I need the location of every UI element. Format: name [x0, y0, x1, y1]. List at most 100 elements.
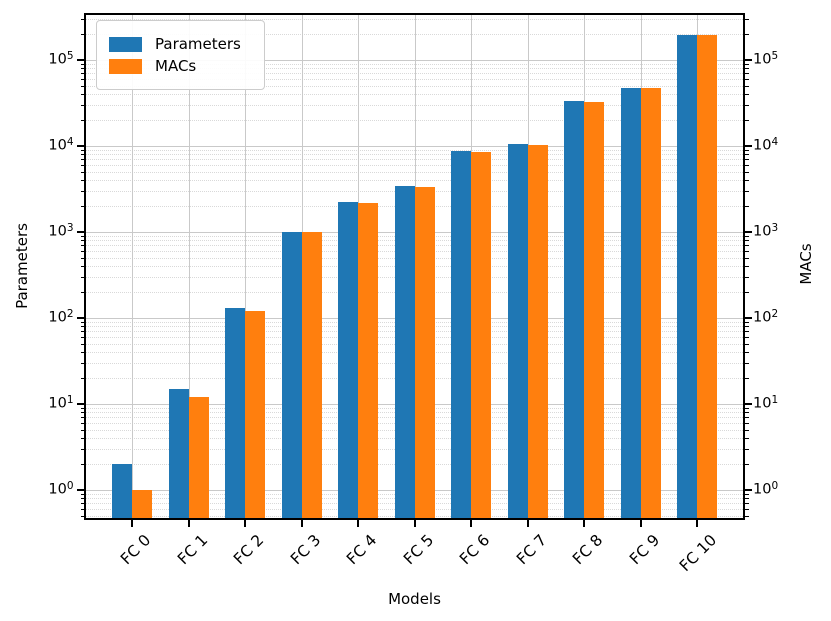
y-tick-exponent: 2 [771, 308, 779, 321]
y-tick-exponent: 5 [66, 49, 74, 62]
y-major-tick-right [745, 144, 752, 147]
y-tick-base: 10 [48, 481, 67, 498]
x-tick-label-1: FC 1 [174, 531, 212, 569]
y-minor-tick-left [80, 257, 84, 259]
y-tick-label-left-3: 103 [26, 221, 74, 242]
legend-swatch-macs [109, 58, 142, 74]
y-minor-tick-right [745, 164, 749, 166]
bar-macs-2 [245, 311, 265, 518]
bar-macs-7 [527, 144, 548, 518]
y-major-tick-right [745, 489, 752, 492]
y-minor-tick-left [80, 378, 84, 380]
y-minor-tick-right [745, 331, 749, 333]
y-minor-tick-right [745, 449, 749, 451]
y-minor-tick-left [80, 494, 84, 496]
y-minor-tick-right [745, 408, 749, 410]
bar-parameters-5 [394, 186, 415, 518]
bar-parameters-10 [677, 34, 697, 518]
x-major-tick [131, 520, 133, 527]
y-minor-tick-left [80, 417, 84, 419]
y-minor-tick-left [80, 408, 84, 410]
y-minor-tick-left [80, 85, 84, 87]
x-major-tick [526, 520, 529, 527]
y-minor-tick-left [80, 516, 84, 518]
y-minor-tick-right [745, 378, 749, 380]
bar-macs-9 [640, 88, 661, 518]
y-minor-tick-right [745, 180, 749, 182]
x-major-tick [696, 520, 698, 527]
y-minor-tick-left [80, 206, 84, 208]
y-tick-label-left-0: 100 [26, 479, 74, 500]
x-tick-label-4: FC 4 [343, 531, 381, 569]
y-minor-tick-left [80, 119, 84, 121]
y-minor-tick-left [80, 503, 84, 505]
y-major-tick-right [745, 317, 752, 320]
y-minor-tick-right [745, 498, 749, 500]
bar-parameters-1 [168, 388, 189, 518]
y-major-tick-left [77, 58, 84, 61]
y-minor-tick-right [745, 423, 749, 425]
x-major-tick [583, 520, 585, 527]
x-tick-label-2: FC 2 [230, 531, 268, 569]
y-tick-label-right-4: 104 [753, 135, 813, 156]
y-minor-tick-left [80, 498, 84, 500]
y-minor-tick-right [745, 159, 749, 161]
y-major-tick-left [77, 317, 84, 320]
bar-macs-10 [697, 35, 717, 518]
y-minor-tick-right [745, 412, 749, 414]
x-major-tick [244, 520, 246, 527]
y-minor-tick-left [80, 423, 84, 425]
y-minor-tick-right [745, 257, 749, 259]
y-minor-tick-left [80, 352, 84, 354]
y-tick-base: 10 [48, 309, 67, 326]
y-minor-tick-right [745, 464, 749, 466]
y-minor-tick-right [745, 73, 749, 75]
y-minor-tick-right [745, 245, 749, 247]
y-tick-label-left-5: 105 [26, 49, 74, 70]
y-tick-label-left-1: 101 [26, 393, 74, 414]
x-tick-label-3: FC 3 [287, 531, 325, 569]
x-tick-label-9: FC 9 [626, 531, 664, 569]
y-major-tick-left [77, 489, 84, 492]
y-tick-exponent: 0 [771, 480, 779, 493]
y-minor-tick-right [745, 429, 749, 431]
y-minor-tick-left [80, 449, 84, 451]
y-major-tick-right [745, 403, 752, 406]
y-minor-tick-right [745, 33, 749, 35]
y-minor-tick-left [80, 412, 84, 414]
y-minor-tick-left [80, 171, 84, 173]
y-minor-tick-left [80, 363, 84, 365]
y-tick-base: 10 [48, 51, 67, 68]
y-minor-tick-left [80, 164, 84, 166]
y-minor-tick-left [80, 245, 84, 247]
x-major-tick [413, 520, 416, 527]
bar-parameters-4 [338, 202, 358, 518]
y-minor-tick-right [745, 119, 749, 121]
bar-macs-8 [584, 101, 604, 518]
y-tick-base: 10 [753, 309, 772, 326]
y-tick-base: 10 [753, 137, 772, 154]
bar-parameters-9 [620, 88, 641, 518]
y-minor-tick-left [80, 321, 84, 323]
y-minor-tick-right [745, 235, 749, 237]
x-major-tick [470, 520, 472, 527]
y-minor-tick-left [80, 464, 84, 466]
x-tick-label-6: FC 6 [456, 531, 494, 569]
legend: Parameters MACs [96, 20, 265, 90]
y-tick-label-left-4: 104 [26, 135, 74, 156]
y-tick-label-left-2: 102 [26, 307, 74, 328]
y-minor-tick-right [745, 63, 749, 65]
y-minor-tick-right [745, 68, 749, 70]
bar-macs-4 [358, 203, 378, 518]
y-minor-tick-left [80, 266, 84, 268]
y-minor-tick-right [745, 516, 749, 518]
y-major-tick-left [77, 144, 84, 147]
y-minor-tick-left [80, 73, 84, 75]
y-minor-tick-right [745, 494, 749, 496]
y-minor-tick-left [80, 251, 84, 253]
y-minor-tick-left [80, 68, 84, 70]
y-minor-tick-right [745, 503, 749, 505]
y-minor-tick-right [745, 326, 749, 328]
y-minor-tick-right [745, 78, 749, 80]
